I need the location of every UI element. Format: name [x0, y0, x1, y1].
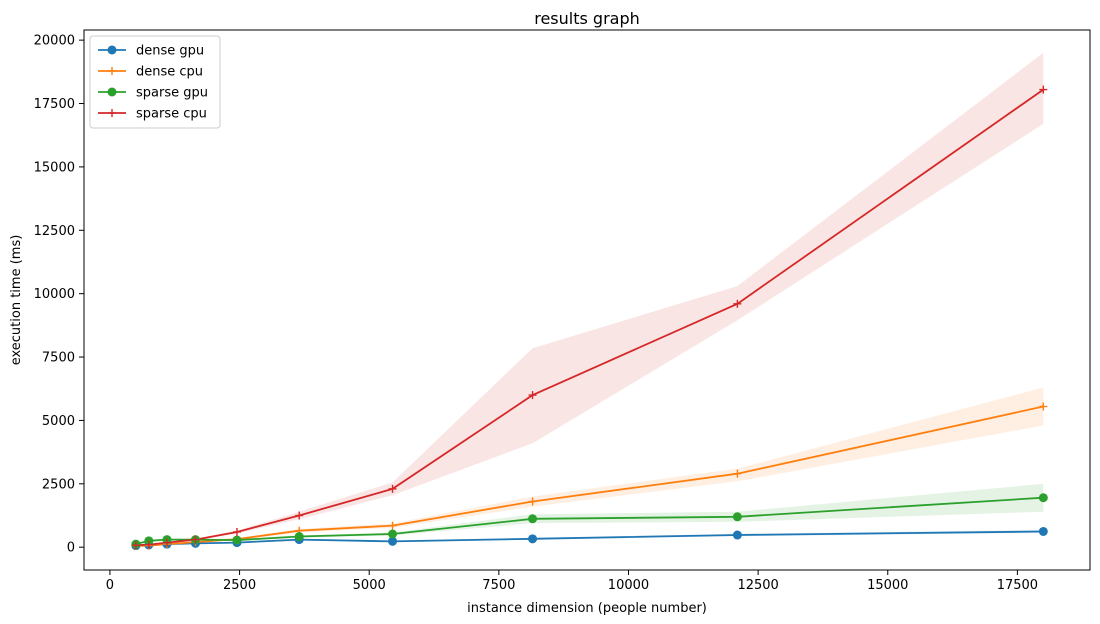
plot-area-frame [83, 29, 1091, 571]
legend-marker [107, 45, 117, 55]
x-tick-label: 5000 [353, 578, 386, 593]
sparse-cpu-line [135, 88, 1044, 547]
legend-entry-dense-cpu: dense cpu [98, 65, 203, 80]
y-tick-label: 15000 [34, 160, 75, 175]
y-tick-label: 5000 [42, 414, 75, 429]
chart-title: results graph [534, 9, 640, 28]
dense-cpu-point [528, 497, 537, 506]
dense-gpu-point [528, 534, 538, 544]
y-tick-label: 10000 [34, 287, 75, 302]
legend-label: dense cpu [136, 65, 203, 80]
x-tick-label: 15000 [867, 578, 908, 593]
legend-label: sparse cpu [136, 107, 207, 122]
y-axis-ticks: 0 2500 5000 7500 10000 12500 15000 17500 20000 [34, 34, 84, 556]
sparse-gpu-point [232, 535, 242, 545]
y-tick-label: 7500 [42, 351, 75, 366]
sparse-gpu-point [732, 512, 742, 522]
x-axis-ticks: 0 2500 5000 7500 10000 12500 15000 17500 [106, 570, 1038, 593]
confidence-bands [135, 52, 1044, 547]
y-tick-label: 2500 [42, 477, 75, 492]
dense-cpu-point [1039, 402, 1048, 411]
x-tick-label: 17500 [997, 578, 1038, 593]
y-tick-label: 20000 [34, 34, 75, 49]
legend-marker [107, 87, 117, 97]
sparse-gpu-line [135, 496, 1044, 545]
legend-label: dense gpu [136, 44, 204, 59]
y-tick-label: 12500 [34, 224, 75, 239]
sparse-gpu-point [294, 532, 304, 542]
series-lines [135, 88, 1044, 547]
dense-cpu-point [388, 521, 397, 530]
legend-entry-dense-gpu: dense gpu [98, 44, 204, 59]
legend: dense gpu dense cpu sparse gpu sparse cpu [89, 35, 221, 129]
dense-gpu-point [1038, 526, 1048, 536]
dense-cpu-point [733, 469, 742, 478]
legend-entry-sparse-cpu: sparse cpu [98, 107, 207, 122]
sparse-cpu-point [162, 538, 171, 547]
x-tick-label: 7500 [482, 578, 515, 593]
legend-entry-sparse-gpu: sparse gpu [98, 86, 208, 101]
sparse-cpu-point [528, 391, 537, 400]
sparse-gpu-point [1038, 493, 1048, 503]
legend-box [89, 35, 221, 129]
series-markers [131, 85, 1048, 551]
sparse-cpu-band [135, 52, 1044, 546]
x-tick-label: 0 [106, 578, 114, 593]
sparse-gpu-point [528, 514, 538, 524]
x-axis-label: instance dimension (people number) [467, 601, 707, 616]
y-tick-label: 0 [67, 541, 75, 556]
sparse-cpu-point [388, 484, 397, 493]
sparse-cpu-point [131, 541, 140, 550]
sparse-gpu-point [388, 529, 398, 539]
dense-cpu-line [135, 405, 1044, 547]
sparse-cpu-point [191, 535, 200, 544]
sparse-cpu-point [144, 540, 153, 549]
sparse-cpu-point [232, 527, 241, 536]
y-axis-label: execution time (ms) [9, 235, 24, 366]
sparse-cpu-point [295, 511, 304, 520]
sparse-cpu-point [1039, 85, 1048, 94]
y-tick-label: 17500 [34, 97, 75, 112]
sparse-cpu-point [733, 299, 742, 308]
x-tick-label: 2500 [223, 578, 256, 593]
x-tick-label: 10000 [608, 578, 649, 593]
dense-gpu-point [388, 536, 398, 546]
dense-gpu-point [732, 530, 742, 540]
legend-label: sparse gpu [136, 86, 208, 101]
x-tick-label: 12500 [737, 578, 778, 593]
sparse-gpu-band [135, 483, 1044, 545]
